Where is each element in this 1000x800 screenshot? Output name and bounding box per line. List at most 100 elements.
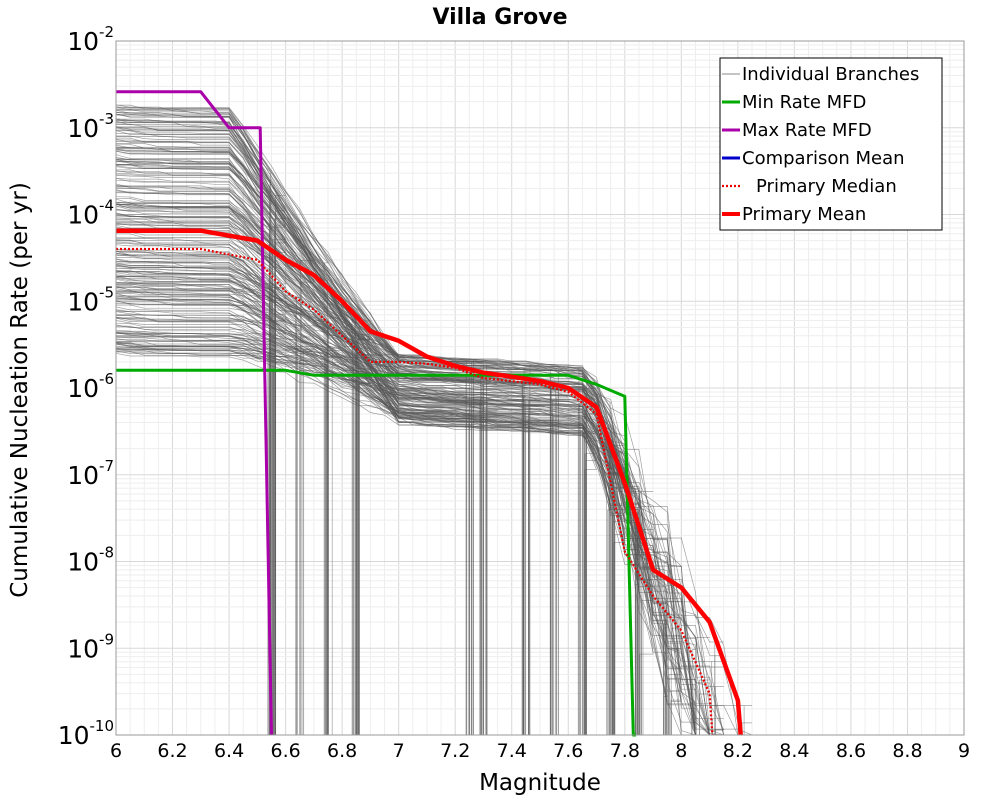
branch-line xyxy=(115,106,273,735)
branch-line xyxy=(115,163,555,735)
legend-label: Primary Mean xyxy=(742,204,866,225)
y-tick-label: 10-7 xyxy=(67,457,114,490)
branch-line xyxy=(115,212,639,735)
individual-branches xyxy=(115,104,753,736)
branch-line xyxy=(115,178,627,735)
branch-line xyxy=(116,301,286,735)
y-tick-label: 10-8 xyxy=(67,544,114,577)
branch-line xyxy=(115,146,371,735)
branch-line xyxy=(115,253,598,735)
branch-line xyxy=(115,249,287,735)
branch-line xyxy=(115,217,669,735)
x-tick-label: 6.8 xyxy=(327,740,357,762)
branch-line xyxy=(116,163,752,736)
series-line-primary-median xyxy=(116,247,714,736)
branch-line xyxy=(115,270,484,735)
grid-lines xyxy=(115,41,965,736)
branch-line xyxy=(115,336,484,735)
branch-line xyxy=(116,192,484,735)
series-lines xyxy=(116,90,743,737)
branch-line xyxy=(115,345,640,735)
branch-line xyxy=(116,250,682,735)
x-axis-label: Magnitude xyxy=(479,770,601,796)
branch-line xyxy=(116,261,598,735)
branch-line xyxy=(115,251,526,735)
branch-line xyxy=(116,135,273,735)
branch-line xyxy=(116,298,372,735)
branch-line xyxy=(115,332,329,735)
branch-line xyxy=(116,214,329,735)
branch-line xyxy=(115,306,329,735)
x-tick-labels: 6 6.2 6.4 6.6 6.8 7 7.2 7.4 7.6 7.8 8 8.2 8.4 8.6 8.8 9 xyxy=(110,740,970,762)
branch-line xyxy=(115,109,724,736)
legend-box xyxy=(719,57,943,231)
branch-line xyxy=(116,349,752,736)
x-tick-label: 7.6 xyxy=(553,740,583,762)
branch-line xyxy=(115,201,710,736)
y-tick-label: 10-9 xyxy=(67,630,114,663)
branch-line xyxy=(115,276,330,735)
x-tick-label: 7.4 xyxy=(497,740,527,762)
x-tick-label: 8.4 xyxy=(779,740,809,762)
branch-line xyxy=(115,148,625,735)
y-tick-label: 10-10 xyxy=(58,717,114,750)
branch-line xyxy=(115,209,612,735)
branch-line xyxy=(115,243,287,735)
branch-line xyxy=(116,223,484,735)
branch-line xyxy=(116,159,583,735)
y-tick-labels: 10-2 10-3 10-4 10-5 10-6 10-7 10-8 10-9 10-10 xyxy=(58,23,114,750)
branch-line xyxy=(115,310,315,735)
branch-line xyxy=(115,254,315,735)
branch-line xyxy=(115,165,752,736)
y-tick-label: 10-2 xyxy=(67,23,114,56)
x-tick-label: 7.8 xyxy=(610,740,640,762)
branch-line xyxy=(116,137,357,735)
y-tick-label: 10-6 xyxy=(67,370,114,403)
branch-line xyxy=(115,104,711,735)
x-tick-label: 8 xyxy=(675,740,687,762)
branch-line xyxy=(116,173,526,735)
branch-line xyxy=(115,281,640,735)
branch-line xyxy=(116,174,752,736)
x-tick-label: 8.6 xyxy=(836,740,866,762)
branch-line xyxy=(115,352,655,735)
branch-line xyxy=(115,174,287,735)
legend-label: Comparison Mean xyxy=(742,148,905,169)
legend-label: Individual Branches xyxy=(742,64,919,85)
branch-line xyxy=(116,204,668,735)
series-line-min-rate-mfd xyxy=(116,368,637,737)
branch-line xyxy=(116,271,330,735)
branch-line xyxy=(116,326,272,735)
legend-label: Primary Median xyxy=(756,176,897,197)
x-tick-label: 6.2 xyxy=(157,740,187,762)
branch-line xyxy=(116,293,330,735)
branch-line xyxy=(115,284,287,735)
x-tick-label: 8.8 xyxy=(892,740,922,762)
branch-line xyxy=(115,236,287,735)
x-tick-label: 7 xyxy=(393,740,405,762)
branch-line xyxy=(116,118,315,735)
legend-label: Min Rate MFD xyxy=(742,92,866,113)
branch-line xyxy=(115,316,654,735)
x-tick-label: 6.6 xyxy=(270,740,300,762)
branch-line xyxy=(115,320,598,735)
x-tick-label: 6.4 xyxy=(214,740,244,762)
branch-line xyxy=(116,136,725,736)
branch-line xyxy=(115,123,710,736)
branch-line xyxy=(115,350,286,735)
x-tick-label: 8.2 xyxy=(723,740,753,762)
x-tick-label: 6 xyxy=(110,740,122,762)
branch-line xyxy=(116,121,540,735)
branch-line xyxy=(116,318,724,736)
x-tick-label: 7.2 xyxy=(440,740,470,762)
branch-line xyxy=(115,189,526,735)
series-line-primary-mean xyxy=(116,228,743,736)
y-axis-label: Cumulative Nucleation Rate (per yr) xyxy=(7,182,33,598)
branch-line xyxy=(115,154,287,735)
y-tick-label: 10-5 xyxy=(67,283,114,316)
chart-title: Villa Grove xyxy=(432,5,567,30)
y-tick-label: 10-4 xyxy=(67,197,114,230)
branch-line xyxy=(115,150,273,735)
legend-label: Max Rate MFD xyxy=(742,120,872,141)
